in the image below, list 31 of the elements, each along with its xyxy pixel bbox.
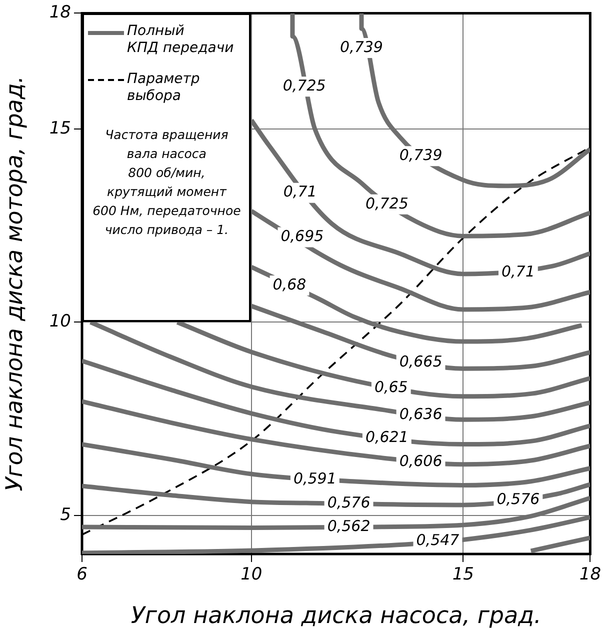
annotation: 0,576 [327,494,370,512]
y-tick-label: 5 [60,504,71,525]
annotation: 0,725 [365,194,408,212]
annotation: 0,65 [374,378,408,396]
annotation: 0,725 [282,76,326,94]
annotation: 0,636 [399,404,442,423]
x-tick-label: 15 [452,564,474,585]
annotation: 0,739 [340,38,383,56]
y-tick-label: 18 [49,2,72,23]
annotation: 0,562 [327,516,370,535]
annotation: 0,547 [416,531,460,550]
annotation: 0,591 [293,469,336,488]
annotation: 0,695 [280,227,324,246]
y-tick-label: 15 [49,118,71,139]
annotation: 0,68 [272,275,306,294]
annotation: Частота вращения вала насоса 800 об/мин, крутящий момент 600 Нм, передаточное число привода – 1. [92,126,242,240]
annotation: 0,71 [283,182,317,201]
x-tick-label: 10 [240,564,262,585]
annotation: 0,71 [501,262,535,281]
legend-label: Параметр выбора [127,71,200,106]
annotation: 0,606 [399,452,442,470]
y-tick-label: 10 [49,312,71,332]
annotation: 0,576 [496,490,540,508]
annotation: 0,665 [399,352,442,371]
legend-label: Полный КПД передачи [127,23,234,58]
x-tick-label: 6 [76,564,88,585]
annotation: 0,739 [399,146,442,164]
x-tick-label: 18 [579,564,602,585]
x-axis-title: Угол наклона диска насоса, град. [130,603,542,630]
annotation: 0,621 [365,428,408,446]
y-axis-title: Угол наклона диска мотора, град. [2,76,28,492]
